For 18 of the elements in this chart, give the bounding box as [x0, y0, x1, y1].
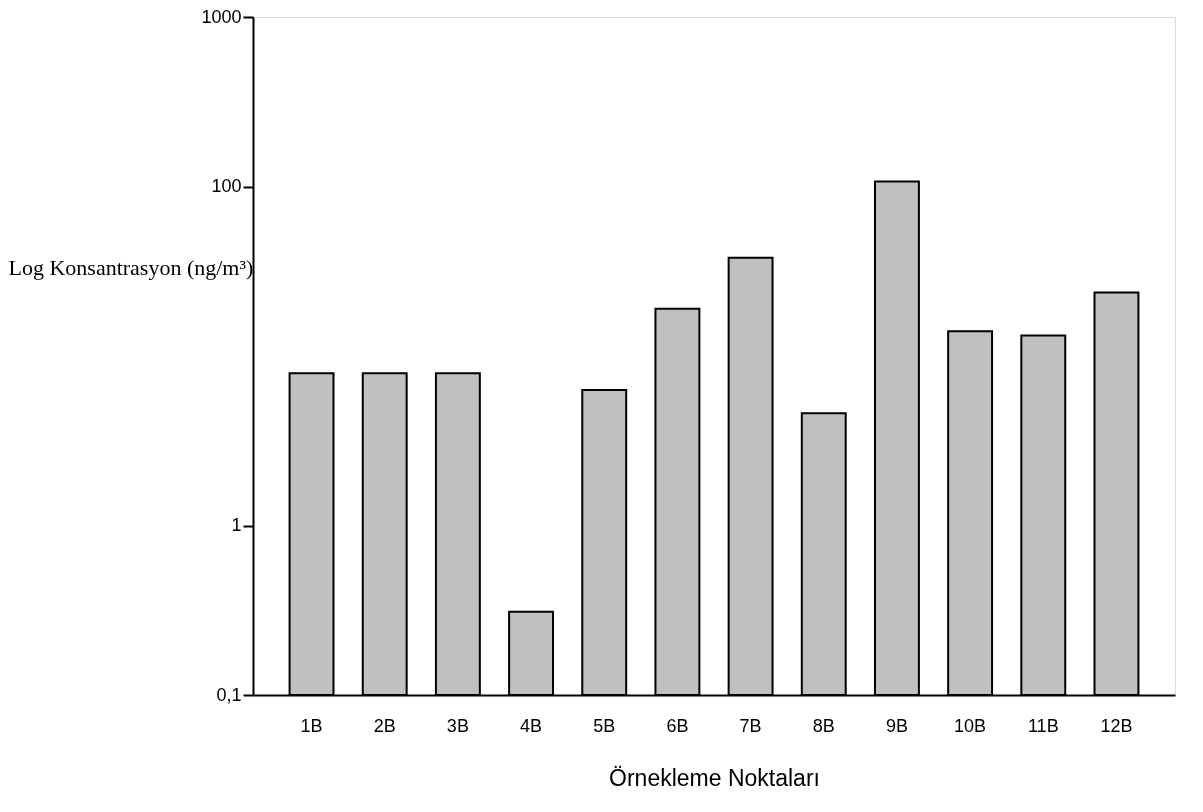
- x-tick-label: 6B: [666, 715, 689, 736]
- x-tick-label: 5B: [593, 715, 616, 736]
- x-tick-label: 9B: [885, 715, 908, 736]
- x-tick-label: 12B: [1100, 715, 1133, 736]
- x-tick-label: 2B: [373, 715, 396, 736]
- y-axis-title: Log Konsantrasyon (ng/m³): [8, 254, 254, 280]
- y-tick-label: 1: [231, 515, 242, 535]
- x-axis-title: Örnekleme Noktaları: [609, 764, 820, 791]
- x-tick-label: 3B: [446, 715, 469, 736]
- x-tick-label: 4B: [520, 715, 543, 736]
- y-tick-label: 0,1: [216, 684, 242, 705]
- x-tick-label: 11B: [1027, 715, 1059, 736]
- x-tick-label: 7B: [739, 715, 762, 736]
- y-tick-label: 100: [211, 176, 242, 196]
- x-tick-label: 1B: [300, 715, 323, 736]
- x-tick-label: 8B: [812, 715, 835, 736]
- x-tick-label: 10B: [954, 715, 987, 736]
- y-tick-label: 1000: [201, 6, 242, 27]
